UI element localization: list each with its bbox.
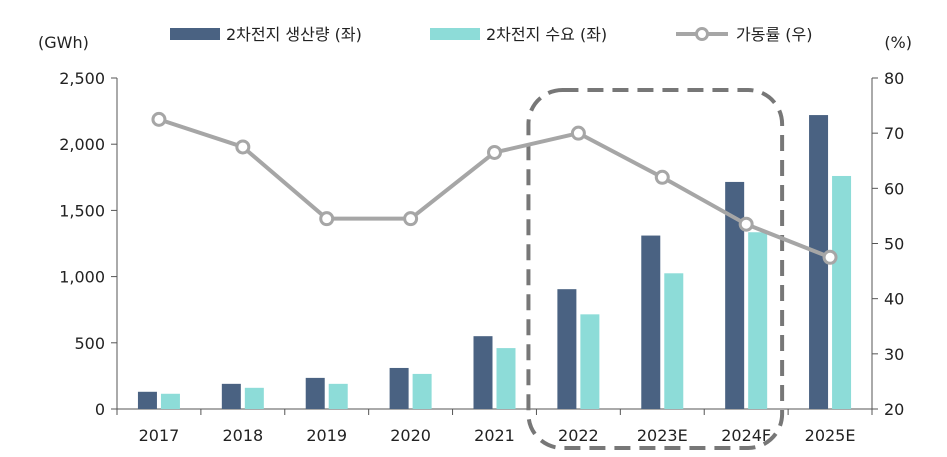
tick-labels: 0 500 1,000 1,500 2,000 2,500 20 30 40 50 60 70 80 20… xyxy=(59,69,904,445)
bar-production xyxy=(473,336,493,409)
utilization-point xyxy=(654,169,670,185)
right-tick-label: 20 xyxy=(884,400,904,419)
x-tick-label: 2021 xyxy=(474,426,515,445)
bar-demand xyxy=(496,348,516,409)
left-tick-label: 500 xyxy=(74,334,105,353)
left-tick-label: 2,000 xyxy=(59,135,105,154)
left-axis-unit: (GWh) xyxy=(38,33,89,52)
legend-label-production: 2차전지 생산량 (좌) xyxy=(226,25,362,44)
bar-demand xyxy=(412,373,432,409)
legend-swatch-demand xyxy=(430,28,480,40)
left-tick-label: 2,500 xyxy=(59,69,105,88)
bar-production xyxy=(305,377,325,409)
right-tick-label: 60 xyxy=(884,179,904,198)
bar-production xyxy=(221,383,241,409)
utilization-point xyxy=(822,249,838,265)
utilization-point xyxy=(487,144,502,160)
utilization-point xyxy=(319,211,335,227)
right-tick-label: 40 xyxy=(884,290,904,309)
bar-production xyxy=(641,235,661,409)
bar-demand xyxy=(160,393,180,409)
bar-production xyxy=(809,115,829,410)
highlight-dashed-box xyxy=(526,88,785,450)
left-tick-label: 0 xyxy=(95,400,105,419)
utilization-point xyxy=(738,216,754,232)
x-tick-label: 2017 xyxy=(139,426,180,445)
bar-production xyxy=(725,181,745,409)
utilization-point xyxy=(403,211,419,227)
bar-production xyxy=(557,289,577,409)
legend-label-utilization: 가동률 (우) xyxy=(736,25,812,44)
legend-swatch-production xyxy=(170,28,220,40)
legend-marker-utilization xyxy=(695,27,709,41)
x-tick-label: 2020 xyxy=(390,426,431,445)
bar-demand xyxy=(664,273,684,409)
bar-demand xyxy=(244,387,264,409)
right-tick-label: 70 xyxy=(884,124,904,143)
bar-production xyxy=(137,391,157,409)
left-tick-label: 1,500 xyxy=(59,201,105,220)
bar-demand xyxy=(748,232,768,409)
utilization-point xyxy=(151,111,167,127)
highlight-box xyxy=(526,88,785,450)
legend: 2차전지 생산량 (좌) 2차전지 수요 (좌) 가동률 (우) xyxy=(170,25,812,44)
bar-demand xyxy=(832,175,852,409)
x-tick-label: 2019 xyxy=(306,426,347,445)
utilization-line xyxy=(151,111,838,265)
x-tick-label: 2022 xyxy=(558,426,599,445)
right-tick-label: 80 xyxy=(884,69,904,88)
x-tick-label: 2018 xyxy=(222,426,263,445)
right-axis-unit: (%) xyxy=(884,33,912,52)
legend-label-demand: 2차전지 수요 (좌) xyxy=(486,25,607,44)
right-tick-label: 50 xyxy=(884,235,904,254)
bar-demand xyxy=(580,314,600,409)
right-tick-label: 30 xyxy=(884,345,904,364)
utilization-point xyxy=(235,139,251,155)
bar-production xyxy=(389,367,409,409)
x-tick-label: 2024F xyxy=(721,426,771,445)
x-tick-label: 2025E xyxy=(805,426,856,445)
axes xyxy=(111,77,878,415)
left-tick-label: 1,000 xyxy=(59,268,105,287)
x-tick-label: 2023E xyxy=(637,426,688,445)
bar-demand xyxy=(328,383,348,409)
bars xyxy=(137,115,852,410)
utilization-point xyxy=(570,125,586,141)
